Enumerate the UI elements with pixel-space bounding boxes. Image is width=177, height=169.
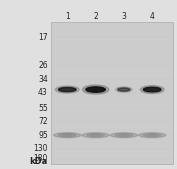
Ellipse shape	[58, 134, 76, 137]
Text: 72: 72	[38, 117, 48, 126]
Ellipse shape	[82, 85, 109, 94]
Ellipse shape	[82, 133, 109, 138]
Ellipse shape	[62, 134, 72, 136]
Ellipse shape	[58, 88, 76, 92]
Ellipse shape	[54, 133, 81, 138]
Ellipse shape	[118, 88, 130, 91]
Ellipse shape	[116, 87, 132, 92]
Text: 55: 55	[38, 104, 48, 113]
Text: 43: 43	[38, 88, 48, 98]
FancyBboxPatch shape	[51, 22, 173, 164]
Text: 4: 4	[150, 12, 155, 21]
Ellipse shape	[86, 87, 105, 92]
Ellipse shape	[115, 134, 133, 137]
Text: 26: 26	[38, 61, 48, 70]
Text: 34: 34	[38, 75, 48, 84]
Ellipse shape	[139, 133, 166, 138]
Text: 17: 17	[38, 33, 48, 42]
Ellipse shape	[140, 86, 164, 94]
Text: 2: 2	[93, 12, 98, 21]
Text: 95: 95	[38, 131, 48, 140]
Text: 1: 1	[65, 12, 70, 21]
Text: 3: 3	[121, 12, 126, 21]
Ellipse shape	[143, 87, 161, 92]
Ellipse shape	[143, 134, 161, 137]
Text: kDa: kDa	[30, 157, 48, 166]
Ellipse shape	[87, 134, 104, 137]
Ellipse shape	[110, 133, 138, 138]
Text: 180: 180	[33, 154, 48, 163]
Text: 130: 130	[33, 144, 48, 153]
Ellipse shape	[55, 86, 79, 93]
